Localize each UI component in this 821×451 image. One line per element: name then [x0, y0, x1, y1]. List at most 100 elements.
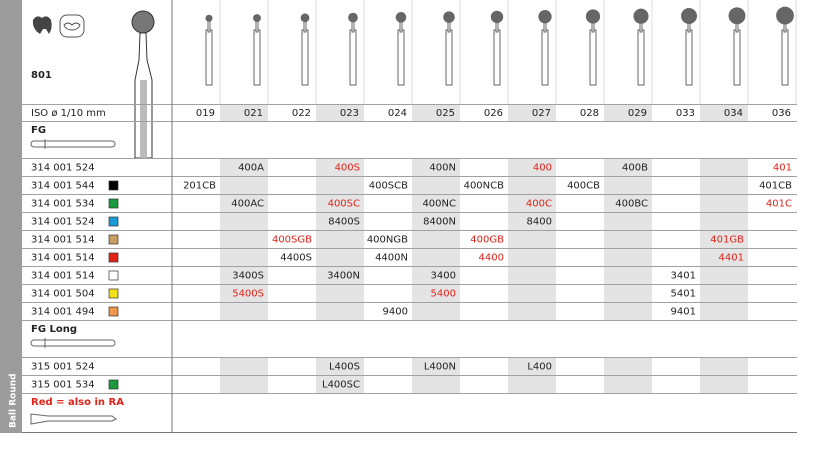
bur-head — [395, 12, 407, 23]
ra-shank-icon — [30, 413, 117, 425]
column-shade — [508, 158, 556, 176]
column-shade — [412, 176, 460, 194]
column-shade — [604, 158, 652, 176]
size-label: 036 — [772, 108, 791, 119]
column-shade — [700, 248, 748, 266]
size-label: 029 — [628, 108, 647, 119]
column-shade — [220, 176, 268, 194]
column-shade — [316, 230, 364, 248]
column-shade — [316, 104, 364, 121]
column-shade — [220, 194, 268, 212]
color-swatch — [108, 180, 119, 191]
article-number: 400CB — [567, 181, 600, 192]
column-shade — [508, 230, 556, 248]
article-number: 401CB — [759, 181, 792, 192]
column-shade — [412, 284, 460, 302]
column-shade — [412, 230, 460, 248]
column-shade — [508, 194, 556, 212]
bur-shank — [589, 29, 597, 86]
column-shade — [604, 104, 652, 121]
size-label: 028 — [580, 108, 599, 119]
bur-head — [348, 12, 358, 23]
bur-shank — [781, 29, 789, 86]
article-number: L400 — [527, 362, 552, 373]
product-code: 314 001 504 — [31, 289, 95, 300]
bur-shank — [445, 29, 453, 86]
column-shade — [316, 357, 364, 375]
article-number: 400S — [335, 163, 360, 174]
bur-head — [681, 8, 697, 24]
bur-head — [633, 8, 649, 24]
article-number: 3401 — [671, 271, 696, 282]
article-number: 4400N — [375, 253, 408, 264]
column-shade — [316, 284, 364, 302]
column-shade — [220, 302, 268, 320]
size-label: 019 — [196, 108, 215, 119]
column-shade — [604, 212, 652, 230]
column-shade — [412, 266, 460, 284]
color-swatch — [108, 379, 119, 390]
article-number: 9400 — [383, 307, 408, 318]
color-swatch — [108, 216, 119, 227]
product-code: 314 001 514 — [31, 235, 95, 246]
column-shade — [220, 104, 268, 121]
column-shade — [700, 158, 748, 176]
article-number: 9401 — [671, 307, 696, 318]
bur-shank — [301, 29, 309, 86]
article-number: 401C — [766, 199, 792, 210]
article-number: 401GB — [710, 235, 744, 246]
product-code: 314 001 534 — [31, 199, 95, 210]
article-number: L400N — [424, 362, 456, 373]
article-number: 5401 — [671, 289, 696, 300]
article-number: 401 — [773, 163, 792, 174]
column-shade — [220, 212, 268, 230]
article-number: 4400 — [479, 253, 504, 264]
column-shade — [316, 194, 364, 212]
bur-drawing — [131, 10, 155, 159]
article-number: 400NCB — [464, 181, 505, 192]
column-shade — [316, 158, 364, 176]
size-label: 022 — [292, 108, 311, 119]
size-label: 034 — [724, 108, 743, 119]
size-label: 027 — [532, 108, 551, 119]
column-shade — [412, 194, 460, 212]
article-number: 400 — [533, 163, 552, 174]
article-number: 3400S — [232, 271, 264, 282]
section-title: FG — [31, 125, 46, 136]
column-shade — [604, 302, 652, 320]
color-swatch — [108, 288, 119, 299]
article-number: 8400S — [328, 217, 360, 228]
article-number: 400A — [238, 163, 264, 174]
column-shade — [700, 194, 748, 212]
bur-head — [776, 6, 794, 25]
bur-head — [490, 10, 504, 24]
column-shade — [700, 302, 748, 320]
color-swatch — [108, 234, 119, 245]
column-shade — [604, 194, 652, 212]
column-shade — [220, 357, 268, 375]
bur-shank — [205, 29, 213, 86]
article-number: 400B — [622, 163, 648, 174]
column-shade — [700, 212, 748, 230]
color-swatch — [108, 198, 119, 209]
article-number: 400AC — [231, 199, 264, 210]
article-number: 400NGB — [367, 235, 408, 246]
bur-shank — [253, 29, 261, 86]
product-code: 314 001 514 — [31, 253, 95, 264]
column-shade — [508, 284, 556, 302]
iso-label: ISO ø 1/10 mm — [31, 108, 106, 119]
column-shade — [508, 248, 556, 266]
column-shade — [412, 375, 460, 393]
size-label: 025 — [436, 108, 455, 119]
column-shade — [604, 176, 652, 194]
column-shade — [412, 212, 460, 230]
article-number: 4401 — [719, 253, 744, 264]
column-shade — [220, 266, 268, 284]
column-shade — [412, 302, 460, 320]
article-number: 400N — [429, 163, 456, 174]
column-shade — [508, 375, 556, 393]
bur-shank — [493, 29, 501, 86]
article-number: 3400 — [431, 271, 456, 282]
column-shade — [700, 266, 748, 284]
column-shade — [220, 248, 268, 266]
